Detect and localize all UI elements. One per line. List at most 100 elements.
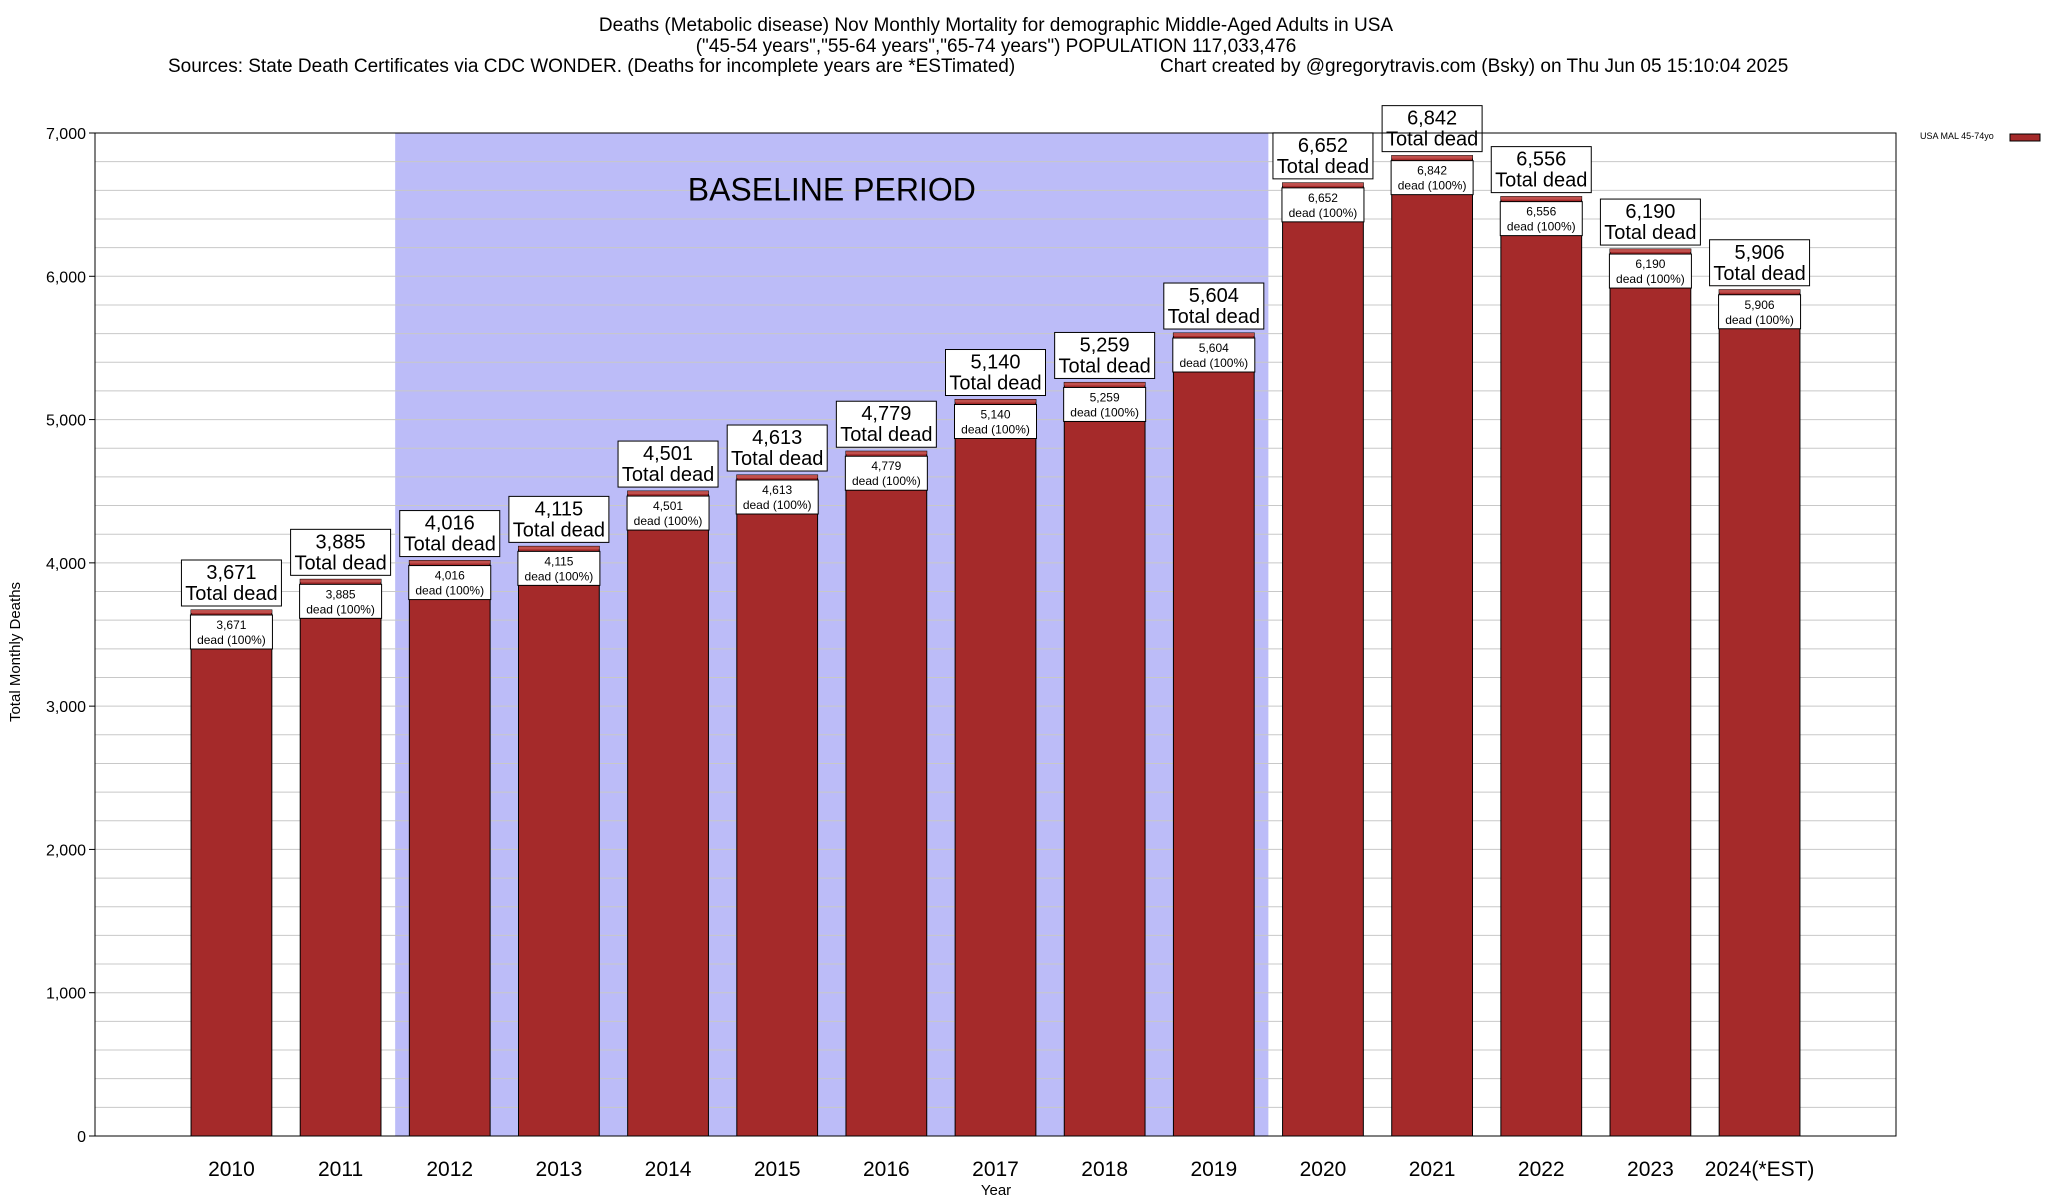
bar	[954, 399, 1037, 1137]
x-tick-label: 2012	[426, 1158, 473, 1181]
bar	[1391, 155, 1473, 1137]
inner-percent-label: dead (100%)	[1289, 206, 1358, 220]
bars-layer	[190, 155, 1801, 1137]
total-value-label: 3,671	[206, 562, 256, 584]
inner-value-label: 4,501	[653, 499, 683, 513]
inner-label-box	[1718, 294, 1802, 330]
total-dead-label: Total dead	[1059, 355, 1151, 377]
bar	[1500, 196, 1583, 1137]
inner-value-label: 5,140	[980, 408, 1010, 422]
bar	[736, 474, 819, 1137]
chart-credit: Chart created by @gregorytravis.com (Bsk…	[1160, 56, 1788, 77]
y-tick-label: 0	[77, 1129, 86, 1146]
inner-value-label: 6,842	[1417, 164, 1447, 178]
x-tick-label: 2017	[972, 1158, 1019, 1181]
total-dead-label: Total dead	[731, 448, 823, 470]
total-dead-label: Total dead	[404, 534, 496, 556]
inner-label-box	[517, 550, 601, 586]
inner-percent-label: dead (100%)	[1725, 313, 1794, 327]
inner-label-box	[1063, 386, 1147, 422]
x-tick-label: 2010	[208, 1158, 255, 1181]
axis-layer: 0 1,000 2,000 3,000 4,000 5,000 6,000 7,000 2010…	[46, 126, 1897, 1181]
total-label-box	[1272, 132, 1374, 180]
bar-top-strip	[1391, 155, 1473, 159]
total-value-label: 5,259	[1080, 334, 1130, 356]
inner-value-label: 4,613	[762, 483, 792, 497]
x-tick-label: 2022	[1518, 1158, 1565, 1181]
bar-top-strip	[1500, 196, 1582, 200]
legend: USA MAL 45-74yo	[1920, 131, 2041, 142]
bar	[299, 578, 382, 1137]
inner-value-label: 6,190	[1635, 257, 1665, 271]
bar	[627, 490, 709, 1137]
inner-percent-label: dead (100%)	[1398, 179, 1467, 193]
inner-label-box	[1390, 160, 1474, 196]
total-dead-label: Total dead	[294, 552, 386, 574]
total-label-box	[835, 400, 937, 448]
inner-value-label: 4,016	[435, 569, 465, 583]
total-dead-label: Total dead	[622, 464, 714, 486]
inner-value-label: 5,906	[1745, 298, 1775, 312]
bar-top-strip	[1719, 289, 1800, 293]
inner-percent-label: dead (100%)	[961, 423, 1030, 437]
inner-percent-label: dead (100%)	[852, 474, 921, 488]
total-label-box	[399, 510, 501, 558]
total-label-box	[726, 424, 828, 472]
x-tick-label: 2018	[1081, 1158, 1128, 1181]
total-dead-label: Total dead	[1277, 156, 1369, 178]
bar-top-strip	[300, 579, 381, 583]
y-tick-label: 3,000	[46, 699, 86, 716]
total-label-box	[945, 349, 1046, 397]
total-dead-label: Total dead	[1495, 170, 1587, 192]
y-axis-label: Total Monthly Deaths	[7, 582, 24, 722]
total-label-box	[1709, 239, 1811, 287]
x-tick-label: 2013	[536, 1158, 583, 1181]
inner-value-label: 3,885	[326, 587, 356, 601]
chart-subtitle: ("45-54 years","55-64 years","65-74 year…	[696, 36, 1297, 57]
y-tick-label: 4,000	[46, 556, 86, 573]
total-value-label: 4,016	[425, 513, 475, 535]
x-tick-label: 2016	[863, 1158, 910, 1181]
total-dead-label: Total dead	[840, 424, 932, 446]
bar-top-strip	[409, 560, 491, 564]
y-tick-label: 2,000	[46, 842, 86, 859]
total-label-box	[290, 528, 392, 576]
bar-top-strip	[191, 609, 272, 613]
bar-top-strip	[518, 546, 600, 550]
legend-label: USA MAL 45-74yo	[1920, 131, 1994, 141]
inner-percent-label: dead (100%)	[1616, 272, 1685, 286]
x-tick-label: 2023	[1627, 1158, 1674, 1181]
bar-top-strip	[1282, 182, 1364, 186]
inner-label-box	[189, 614, 273, 650]
total-dead-label: Total dead	[1168, 306, 1260, 328]
inner-label-box	[1499, 201, 1583, 237]
bar-top-strip	[1610, 249, 1691, 253]
bar	[1609, 248, 1692, 1137]
y-tick-label: 6,000	[46, 269, 86, 286]
total-dead-label: Total dead	[1604, 222, 1696, 244]
inner-value-label: 4,779	[871, 459, 901, 473]
x-axis-label: Year	[981, 1182, 1011, 1199]
x-tick-label: 2019	[1190, 1158, 1237, 1181]
y-tick-label: 1,000	[46, 986, 86, 1003]
bar	[190, 609, 273, 1137]
total-value-label: 6,652	[1298, 135, 1348, 157]
total-label-box	[180, 559, 282, 607]
baseline-period-label: BASELINE PERIOD	[688, 171, 976, 207]
inner-percent-label: dead (100%)	[743, 498, 812, 512]
x-tick-label: 2020	[1300, 1158, 1347, 1181]
total-label-box	[508, 495, 610, 543]
legend-swatch	[2009, 133, 2041, 142]
total-value-label: 4,779	[861, 403, 911, 425]
bar-top-strip	[1173, 333, 1255, 337]
inner-value-label: 5,604	[1199, 341, 1229, 355]
bar	[408, 560, 491, 1137]
total-label-box	[1599, 198, 1701, 246]
bar-top-strip	[1064, 382, 1146, 386]
inner-percent-label: dead (100%)	[634, 514, 703, 528]
inner-percent-label: dead (100%)	[1179, 356, 1248, 370]
total-label-box	[617, 440, 719, 488]
inner-label-box	[1608, 253, 1692, 289]
inner-label-box	[844, 455, 928, 491]
